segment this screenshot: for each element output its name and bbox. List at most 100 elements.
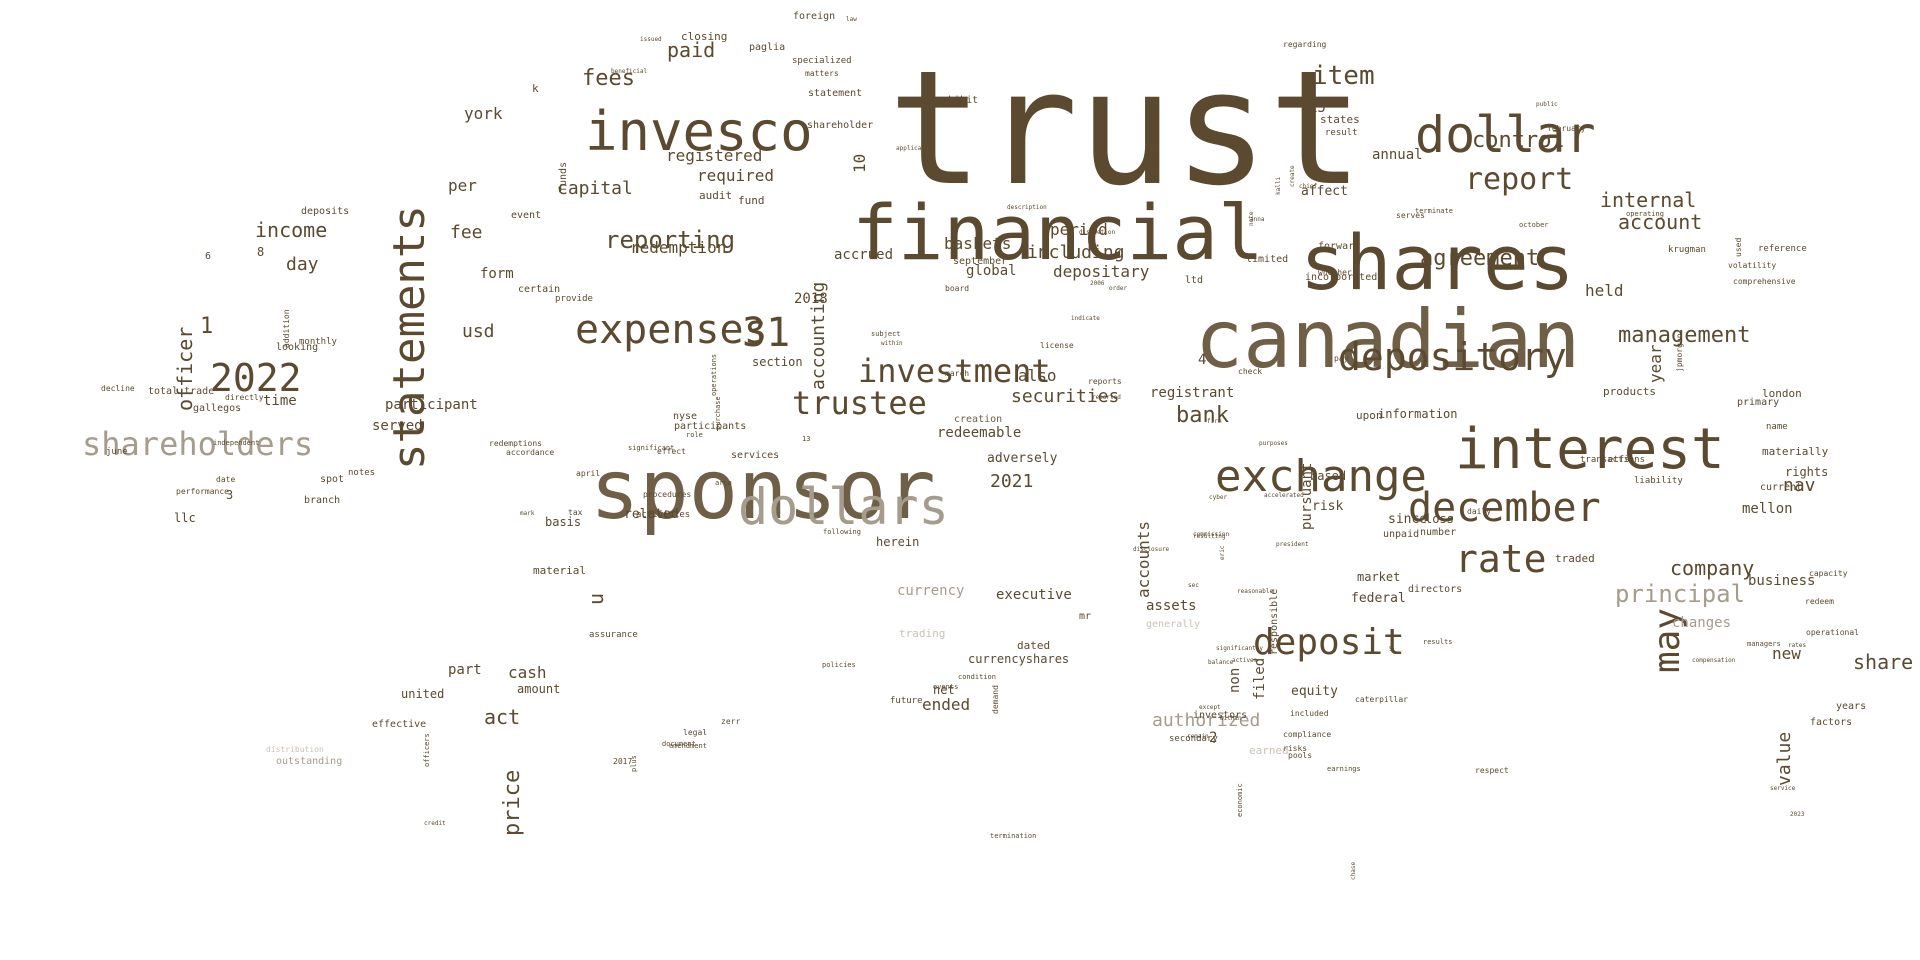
cloud-word: secondary [1169, 734, 1218, 744]
cloud-word: caterpillar [1355, 695, 1408, 704]
cloud-word: respect [1475, 766, 1509, 775]
cloud-word: purposes [1259, 440, 1288, 447]
cloud-word: outstanding [276, 756, 343, 767]
cloud-word: states [1320, 113, 1360, 126]
cloud-word: applicable [896, 145, 933, 152]
cloud-word: shares [1300, 218, 1575, 307]
cloud-word: funds [558, 161, 569, 192]
cloud-word: disclosure [1133, 546, 1170, 553]
cloud-word: actives [1232, 657, 1258, 664]
cloud-word: business [1748, 573, 1816, 589]
cloud-word: account [1618, 210, 1703, 234]
cloud-word: affect [1301, 184, 1348, 199]
cloud-word: following [823, 528, 861, 536]
cloud-word: non [1227, 667, 1243, 693]
cloud-word: reporting [605, 226, 736, 254]
cloud-word: economic [1236, 783, 1244, 817]
cloud-word: statement [808, 88, 863, 99]
cloud-word: kalli [1275, 176, 1282, 195]
cloud-word: agreement [1420, 246, 1540, 271]
cloud-word: period [1050, 220, 1108, 239]
cloud-word: officer [173, 326, 197, 411]
cloud-word: compliance [1283, 730, 1332, 739]
cloud-word: volatility [1728, 261, 1777, 270]
cloud-word: daily [1467, 507, 1492, 516]
cloud-word: expenses [575, 307, 768, 353]
cloud-word: trustee [792, 384, 927, 422]
cloud-word: deposit [1253, 622, 1405, 663]
cloud-word: chase [1350, 861, 1357, 880]
cloud-word: used [1734, 237, 1743, 257]
cloud-word: gallegos [193, 403, 242, 414]
cloud-word: 2006 [1090, 280, 1105, 287]
cloud-word: description [1007, 204, 1047, 211]
cloud-word: directors [1408, 584, 1463, 595]
cloud-word: decline [101, 384, 135, 393]
cloud-word: global [966, 263, 1017, 279]
cloud-word: registrant [1150, 385, 1235, 401]
cloud-word: 31 [742, 310, 791, 356]
cloud-word: unpaid [1383, 529, 1420, 540]
cloud-word: board [945, 284, 970, 293]
cloud-word: distribution [266, 745, 324, 754]
cloud-word: results [1423, 638, 1453, 646]
cloud-word: accelerated [1264, 492, 1304, 499]
cloud-word: chief [1299, 183, 1318, 190]
cloud-word: reports [1088, 377, 1122, 386]
cloud-word: 6 [205, 251, 212, 262]
cloud-word: depository [1338, 335, 1567, 379]
cloud-word: president [1276, 541, 1309, 548]
cloud-word: capital [557, 178, 633, 199]
cloud-word: reasonable [1237, 588, 1274, 595]
cloud-word: provide [555, 294, 593, 304]
cloud-word: registered [666, 146, 763, 165]
cloud-word: generally [1146, 619, 1201, 630]
cloud-word: subject [871, 330, 901, 338]
cloud-word: accordance [506, 448, 555, 457]
cloud-word: 2017 [613, 757, 633, 766]
cloud-word: liability [1634, 476, 1683, 486]
cloud-word: certain [518, 284, 561, 295]
cloud-word: balance [1208, 659, 1234, 666]
cloud-word: interest [1455, 417, 1725, 482]
cloud-word: services [731, 450, 780, 461]
cloud-word: matters [805, 69, 839, 78]
cloud-word: item [1312, 61, 1375, 91]
cloud-word: mr [1079, 611, 1092, 622]
cloud-word: served [372, 418, 423, 434]
cloud-word: investment [858, 352, 1051, 390]
cloud-word: total trade [148, 386, 215, 397]
cloud-word: equity [1291, 684, 1338, 699]
cloud-word: document [662, 740, 696, 748]
cloud-word: 2022 [210, 356, 302, 400]
cloud-word: nyse [673, 411, 698, 422]
cloud-word: krugman [1668, 245, 1706, 255]
cloud-word: products [1603, 385, 1656, 398]
cloud-word: authorized [1152, 710, 1261, 731]
cloud-word: participant [385, 397, 478, 413]
cloud-word: income [255, 218, 328, 242]
cloud-word: redemption [630, 238, 727, 257]
cloud-word: year [1646, 344, 1665, 383]
cloud-word: regarding [1283, 40, 1327, 49]
cloud-word: sponsor [590, 443, 936, 538]
cloud-word: shareholders [82, 425, 314, 463]
cloud-word: executive [996, 587, 1072, 603]
cloud-word: depositary [1053, 262, 1150, 281]
cloud-word: whether [1318, 268, 1352, 277]
cloud-word: fund [738, 194, 765, 207]
cloud-word: upon [1356, 409, 1383, 422]
cloud-word: pay [1334, 354, 1349, 363]
cloud-word: within [881, 340, 903, 347]
cloud-word: pools [1288, 751, 1313, 760]
cloud-word: event [511, 210, 542, 221]
cloud-word: commission [1193, 531, 1230, 538]
cloud-word: form [480, 266, 514, 282]
cloud-word: sec [1188, 582, 1199, 589]
cloud-word: york [464, 104, 503, 123]
cloud-word: policies [822, 661, 856, 669]
cloud-word: discretion [1079, 229, 1116, 236]
cloud-word: control [1472, 128, 1565, 153]
cloud-word: demand [991, 685, 1000, 714]
